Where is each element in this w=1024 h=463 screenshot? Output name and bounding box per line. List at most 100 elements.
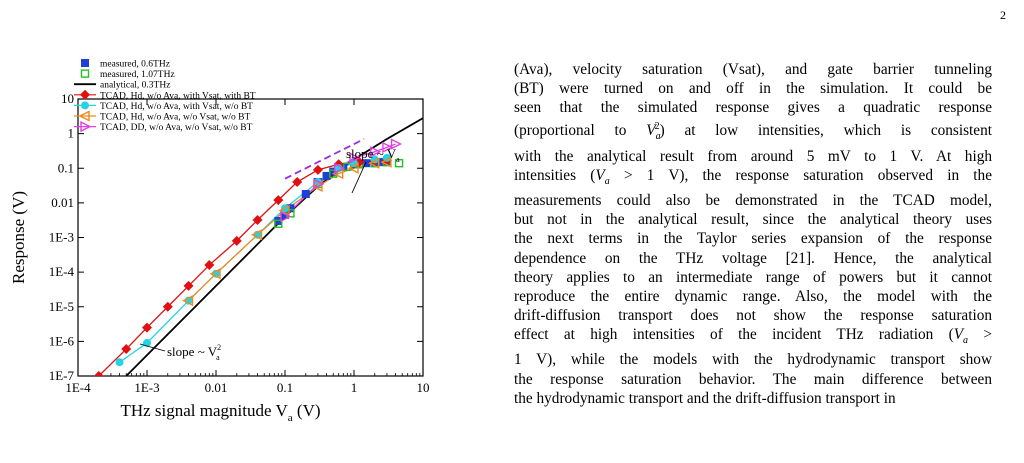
text-line: the hydrodynamic transport and the drift…: [514, 389, 896, 407]
data-point: [380, 156, 392, 168]
legend-marker: [80, 69, 90, 78]
series-line-analytical: [125, 117, 423, 376]
legend-marker: [78, 110, 90, 122]
data-point: [162, 301, 173, 312]
data-point: [183, 280, 194, 291]
text-line: the response saturation behavior. The ma…: [514, 370, 992, 388]
y-tick-label: 1E-6: [49, 333, 75, 348]
annotation-slope-va2-sub: a: [216, 353, 220, 362]
data-point: [204, 260, 215, 271]
data-point: [362, 159, 371, 168]
data-point: [250, 229, 263, 241]
legend-marker: [81, 59, 89, 67]
y-tick-label: 0.1: [58, 160, 74, 175]
y-axis-label: Response (V): [9, 191, 28, 284]
x-tick-label: 0.01: [205, 380, 228, 395]
text-line: but not in the analytical result, since …: [514, 211, 992, 229]
data-point: [121, 344, 132, 355]
annotation-pointer-va: [351, 161, 367, 194]
annotation-pointer-va2: [139, 343, 166, 352]
legend-label: measured, 0.6THz: [100, 60, 170, 70]
data-point: [394, 158, 404, 168]
text-line-formula: effect at high intensities of the incide…: [514, 326, 992, 347]
response-figure: 1E-4 1E-3 0.01 0.1 1 10 1E-7 1E-6 1E-5 1E-4 1E-3 0.…: [0, 48, 470, 463]
data-point: [349, 152, 361, 164]
data-point: [278, 204, 290, 217]
data-point: [93, 371, 104, 376]
x-tick-label: 1E-4: [65, 380, 91, 395]
y-tick-label: 1E-5: [49, 299, 74, 314]
data-point: [274, 216, 283, 225]
x-axis-label-unit: (V): [293, 401, 321, 420]
data-point: [181, 295, 194, 307]
data-point: [313, 178, 325, 190]
series-line: [119, 157, 388, 363]
data-point: [301, 190, 310, 199]
y-tick-label: 1E-7: [49, 368, 75, 383]
response-chart: 1E-4 1E-3 0.01 0.1 1 10 1E-7 1E-6 1E-5 1E-4 1E-3 0.…: [9, 59, 430, 424]
legend-marker: [81, 101, 89, 110]
data-point: [329, 167, 338, 176]
annotation-slope-va2: slope ~ V2 a: [167, 343, 221, 362]
data-point: [333, 162, 346, 174]
data-point: [209, 268, 221, 280]
annotation-slope-va-sub: a: [396, 155, 400, 164]
data-point: [347, 162, 359, 174]
x-tick-label: 0.1: [277, 380, 293, 395]
data-point: [368, 157, 380, 169]
x-tick-label: 10: [417, 380, 430, 395]
text-line: dependence on the THz voltage [21]. Henc…: [514, 249, 992, 267]
data-point: [142, 322, 152, 333]
legend-entry: TCAD, Hd, w/o Ava, with Vsat, w/o BT: [74, 101, 253, 112]
legend-entry: analytical, 0.3THz: [74, 81, 170, 91]
legend-entry: measured, 0.6THz: [81, 59, 170, 70]
data-point: [382, 153, 391, 162]
annotation-slope-va: slope ~ Va: [346, 146, 400, 164]
data-point: [322, 171, 331, 180]
y-tick-label: 10: [61, 91, 74, 106]
y-tick-label: 1: [68, 126, 75, 141]
text-line: reproduce the entire dynamic range. Also…: [514, 287, 992, 305]
legend-label: analytical, 0.3THz: [100, 81, 170, 91]
legend-entry: measured, 1.07THz: [80, 69, 175, 80]
y-tick-label: 1E-4: [49, 264, 75, 279]
text-line: theory applies to an intermediate range …: [514, 268, 992, 286]
text-line: drift-diffusion transport does not show …: [514, 307, 992, 325]
legend-entry: TCAD, DD, w/o Ava, w/o Vsat, w/o BT: [74, 120, 253, 133]
plot-frame: [77, 98, 424, 377]
data-point: [329, 169, 338, 178]
data-point: [274, 219, 283, 228]
data-point: [252, 215, 263, 226]
page-number: 2: [1000, 8, 1006, 22]
x-tick-label: 1: [351, 380, 358, 395]
x-tick-label: 1E-3: [134, 380, 159, 395]
text-line: the next terms in the Taylor series expa…: [514, 230, 992, 248]
legend-label: TCAD, Hd, w/o Ava, w/o Vsat, w/o BT: [100, 113, 251, 123]
text-line: (Ava), velocity saturation (Vsat), and g…: [514, 61, 992, 78]
y-tick-label: 1E-3: [49, 230, 74, 245]
data-point: [311, 180, 323, 192]
data-point: [280, 211, 292, 223]
data-point: [390, 138, 403, 150]
data-point: [382, 141, 394, 154]
text-line-formula: intensities (Va > 1 V), the response sat…: [514, 166, 992, 187]
legend-marker: [80, 120, 92, 133]
data-point: [292, 177, 303, 188]
series-line: [188, 161, 387, 302]
text-line: (BT) were turned on and off in the simul…: [514, 80, 992, 98]
data-point: [273, 195, 284, 206]
body-text-column: (Ava), velocity saturation (Vsat), and g…: [514, 60, 992, 408]
text-line-formula: (proportional to Va2) at low intensities…: [514, 121, 992, 143]
data-point: [370, 146, 382, 158]
data-point: [286, 204, 295, 213]
legend-entry: TCAD, Hd, w/o Ava, w/o Vsat, w/o BT: [74, 110, 251, 123]
legend-label: TCAD, Hd, w/o Ava, with Vsat, with BT: [100, 91, 256, 101]
legend-entry: TCAD, Hd, w/o Ava, with Vsat, with BT: [74, 89, 256, 101]
series-line: [98, 159, 387, 376]
text-line: seen that the simulated response gives a…: [514, 99, 992, 117]
legend-marker: [80, 89, 90, 100]
legend-label: measured, 1.07THz: [100, 70, 175, 80]
y-tick-label: 0.01: [51, 195, 74, 210]
text-line: with the analytical result from around 5…: [514, 147, 992, 165]
